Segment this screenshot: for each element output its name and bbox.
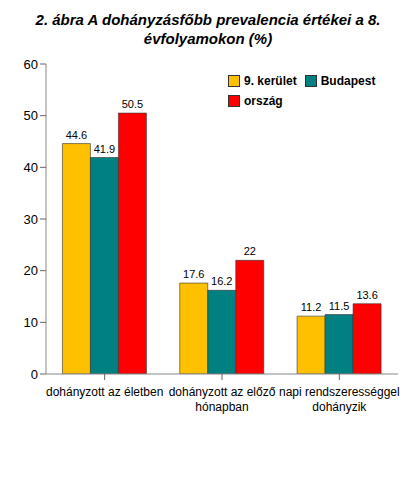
- html-text:2. ábra A dohányzásfőbb preval: 2. ábra A dohányzásfőbb prevalencia érté…: [35, 11, 381, 28]
- html-text:évfolyamokon (%): évfolyamokon (%): [143, 30, 273, 47]
- html-text:ország: ország: [244, 94, 283, 108]
- svg-text:20: 20: [24, 263, 38, 278]
- html-text:Budapest: Budapest: [320, 74, 376, 88]
- svg-text:22: 22: [244, 245, 256, 257]
- svg-text:50.5: 50.5: [122, 98, 143, 110]
- svg-text:41.9: 41.9: [94, 143, 115, 155]
- svg-text:16.2: 16.2: [211, 275, 232, 287]
- svg-text:0: 0: [31, 367, 38, 382]
- svg-text:11.2: 11.2: [301, 301, 322, 313]
- svg-text:60: 60: [24, 57, 38, 72]
- svg-text:13.6: 13.6: [356, 289, 377, 301]
- svg-text:dohányzott az előzőhónapban: dohányzott az előzőhónapban: [169, 385, 276, 414]
- html-text:9. kerület: 9. kerület: [244, 74, 297, 88]
- svg-text:17.6: 17.6: [183, 268, 204, 280]
- svg-text:10: 10: [24, 315, 38, 330]
- svg-text:11.5: 11.5: [329, 300, 350, 312]
- svg-text:44.6: 44.6: [66, 129, 87, 141]
- svg-text:napi rendszerességgeldohányzik: napi rendszerességgeldohányzik: [279, 385, 400, 414]
- svg-text:dohányzott az életben: dohányzott az életben: [46, 385, 163, 399]
- svg-text:30: 30: [24, 212, 38, 227]
- svg-text:40: 40: [24, 160, 38, 175]
- svg-text:50: 50: [24, 108, 38, 123]
